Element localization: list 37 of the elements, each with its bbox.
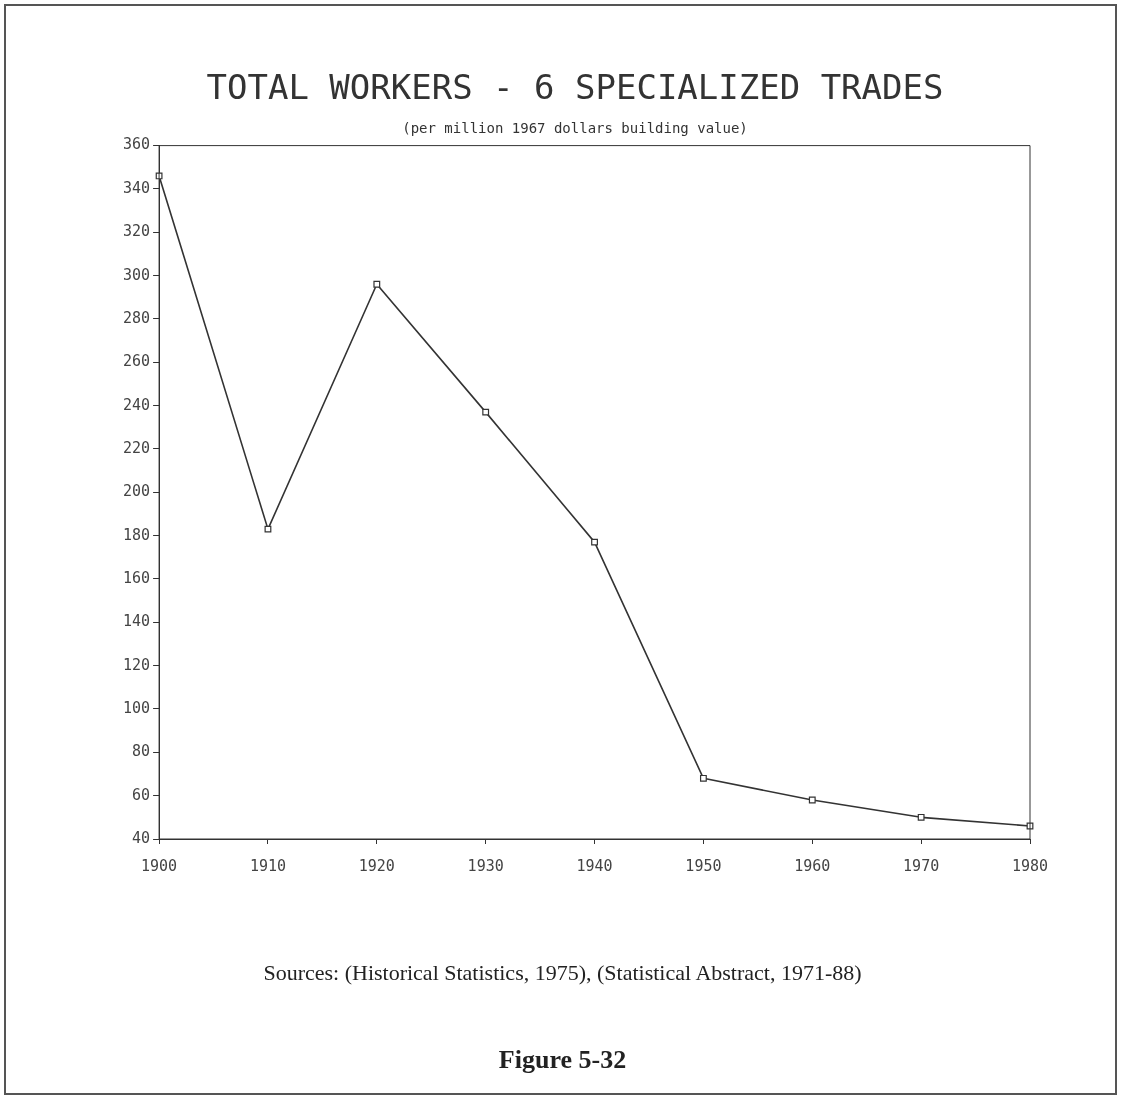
caption: Figure 5-32 — [497, 1045, 628, 1075]
y-tick-label: 140 — [123, 612, 151, 631]
x-tick-label: 1940 — [576, 856, 613, 875]
x-tick-label: 1900 — [141, 856, 178, 875]
x-tick-label: 1960 — [794, 856, 831, 875]
x-tick-label: 1910 — [249, 856, 287, 875]
y-tick-label: 160 — [123, 568, 151, 587]
point — [373, 280, 381, 288]
y-tick-label: 360 — [123, 135, 151, 154]
point — [482, 408, 490, 416]
y-tick-label: 180 — [123, 525, 151, 544]
x-tick-label: 1970 — [903, 856, 940, 875]
y-tick-label: 260 — [123, 352, 151, 371]
y-tick-label: 80 — [132, 742, 151, 761]
y-tick-label: 280 — [123, 308, 151, 327]
y-tick-label: 100 — [123, 698, 151, 717]
y-tick-label: 320 — [123, 222, 151, 241]
y-tick-label: 40 — [132, 828, 151, 847]
x-tick-label: 1980 — [1011, 856, 1049, 875]
x-tick-label: 1920 — [358, 856, 395, 875]
source-note: Sources: (Historical Statistics, 1975), (Statistical Abstract, 1971-88) — [262, 960, 863, 986]
chart-title: TOTAL WORKERS - 6 SPECIALIZED TRADES — [206, 67, 944, 108]
x-tick-label: 1950 — [685, 856, 722, 875]
y-tick-label: 200 — [123, 482, 151, 501]
point — [699, 774, 707, 782]
point — [808, 796, 816, 804]
y-tick-label: 300 — [123, 265, 151, 284]
y-tick-label: 60 — [132, 785, 151, 804]
y-tick-label: 220 — [123, 438, 151, 457]
y-tick-label: 240 — [123, 395, 151, 414]
point — [917, 813, 925, 821]
y-tick-label: 340 — [123, 178, 151, 197]
point — [591, 538, 598, 546]
point — [264, 525, 272, 533]
x-tick-label: 1930 — [467, 856, 504, 875]
y-tick-label: 120 — [123, 655, 151, 674]
chart-subtitle: (per million 1967 dollars building value) — [402, 119, 748, 136]
